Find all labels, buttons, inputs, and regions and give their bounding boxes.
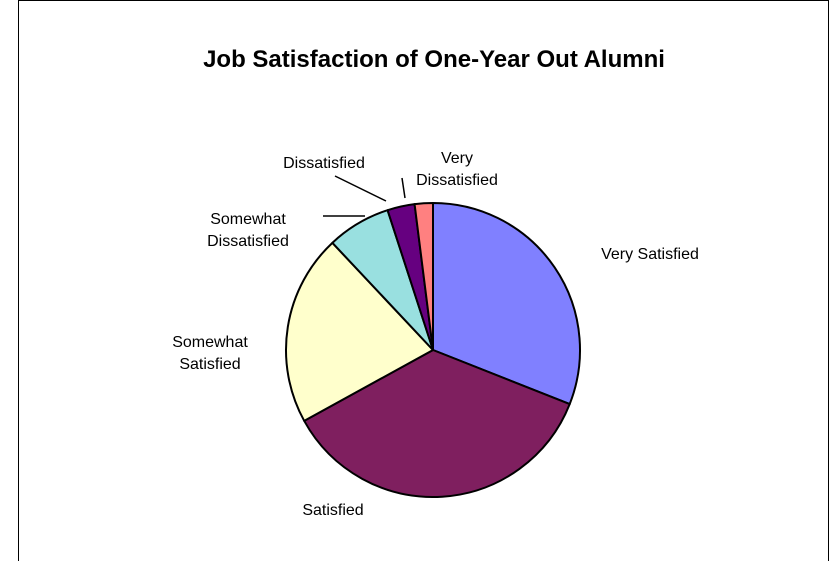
slice-labels: Very Satisfied Satisfied Somewhat Satisfied… <box>172 150 699 519</box>
pie-slice-somewhat-satisfied <box>285 241 434 422</box>
chart-title: Job Satisfaction of One-Year Out Alumni <box>203 46 665 73</box>
slice-label-dissatisfied: Dissatisfied <box>283 155 365 172</box>
pie-slice-very-dissatisfied <box>413 202 434 351</box>
slice-label-very-satisfied: Very Satisfied <box>601 246 699 263</box>
slice-label-somewhat-satisfied: Somewhat Satisfied <box>172 334 248 373</box>
slice-label-very-dissatisfied: Very Dissatisfied <box>416 150 498 189</box>
pie-slices <box>285 202 581 498</box>
pie-slice-satisfied <box>303 349 571 498</box>
slice-label-somewhat-dissatisfied: Somewhat Dissatisfied <box>207 211 289 250</box>
chart-frame <box>18 0 829 561</box>
slice-label-satisfied: Satisfied <box>302 502 363 519</box>
leader-line-very-dissatisfied <box>401 177 406 199</box>
pie-slice-very-satisfied <box>432 202 581 406</box>
leader-line-dissatisfied <box>334 175 387 202</box>
leader-lines <box>323 175 406 217</box>
